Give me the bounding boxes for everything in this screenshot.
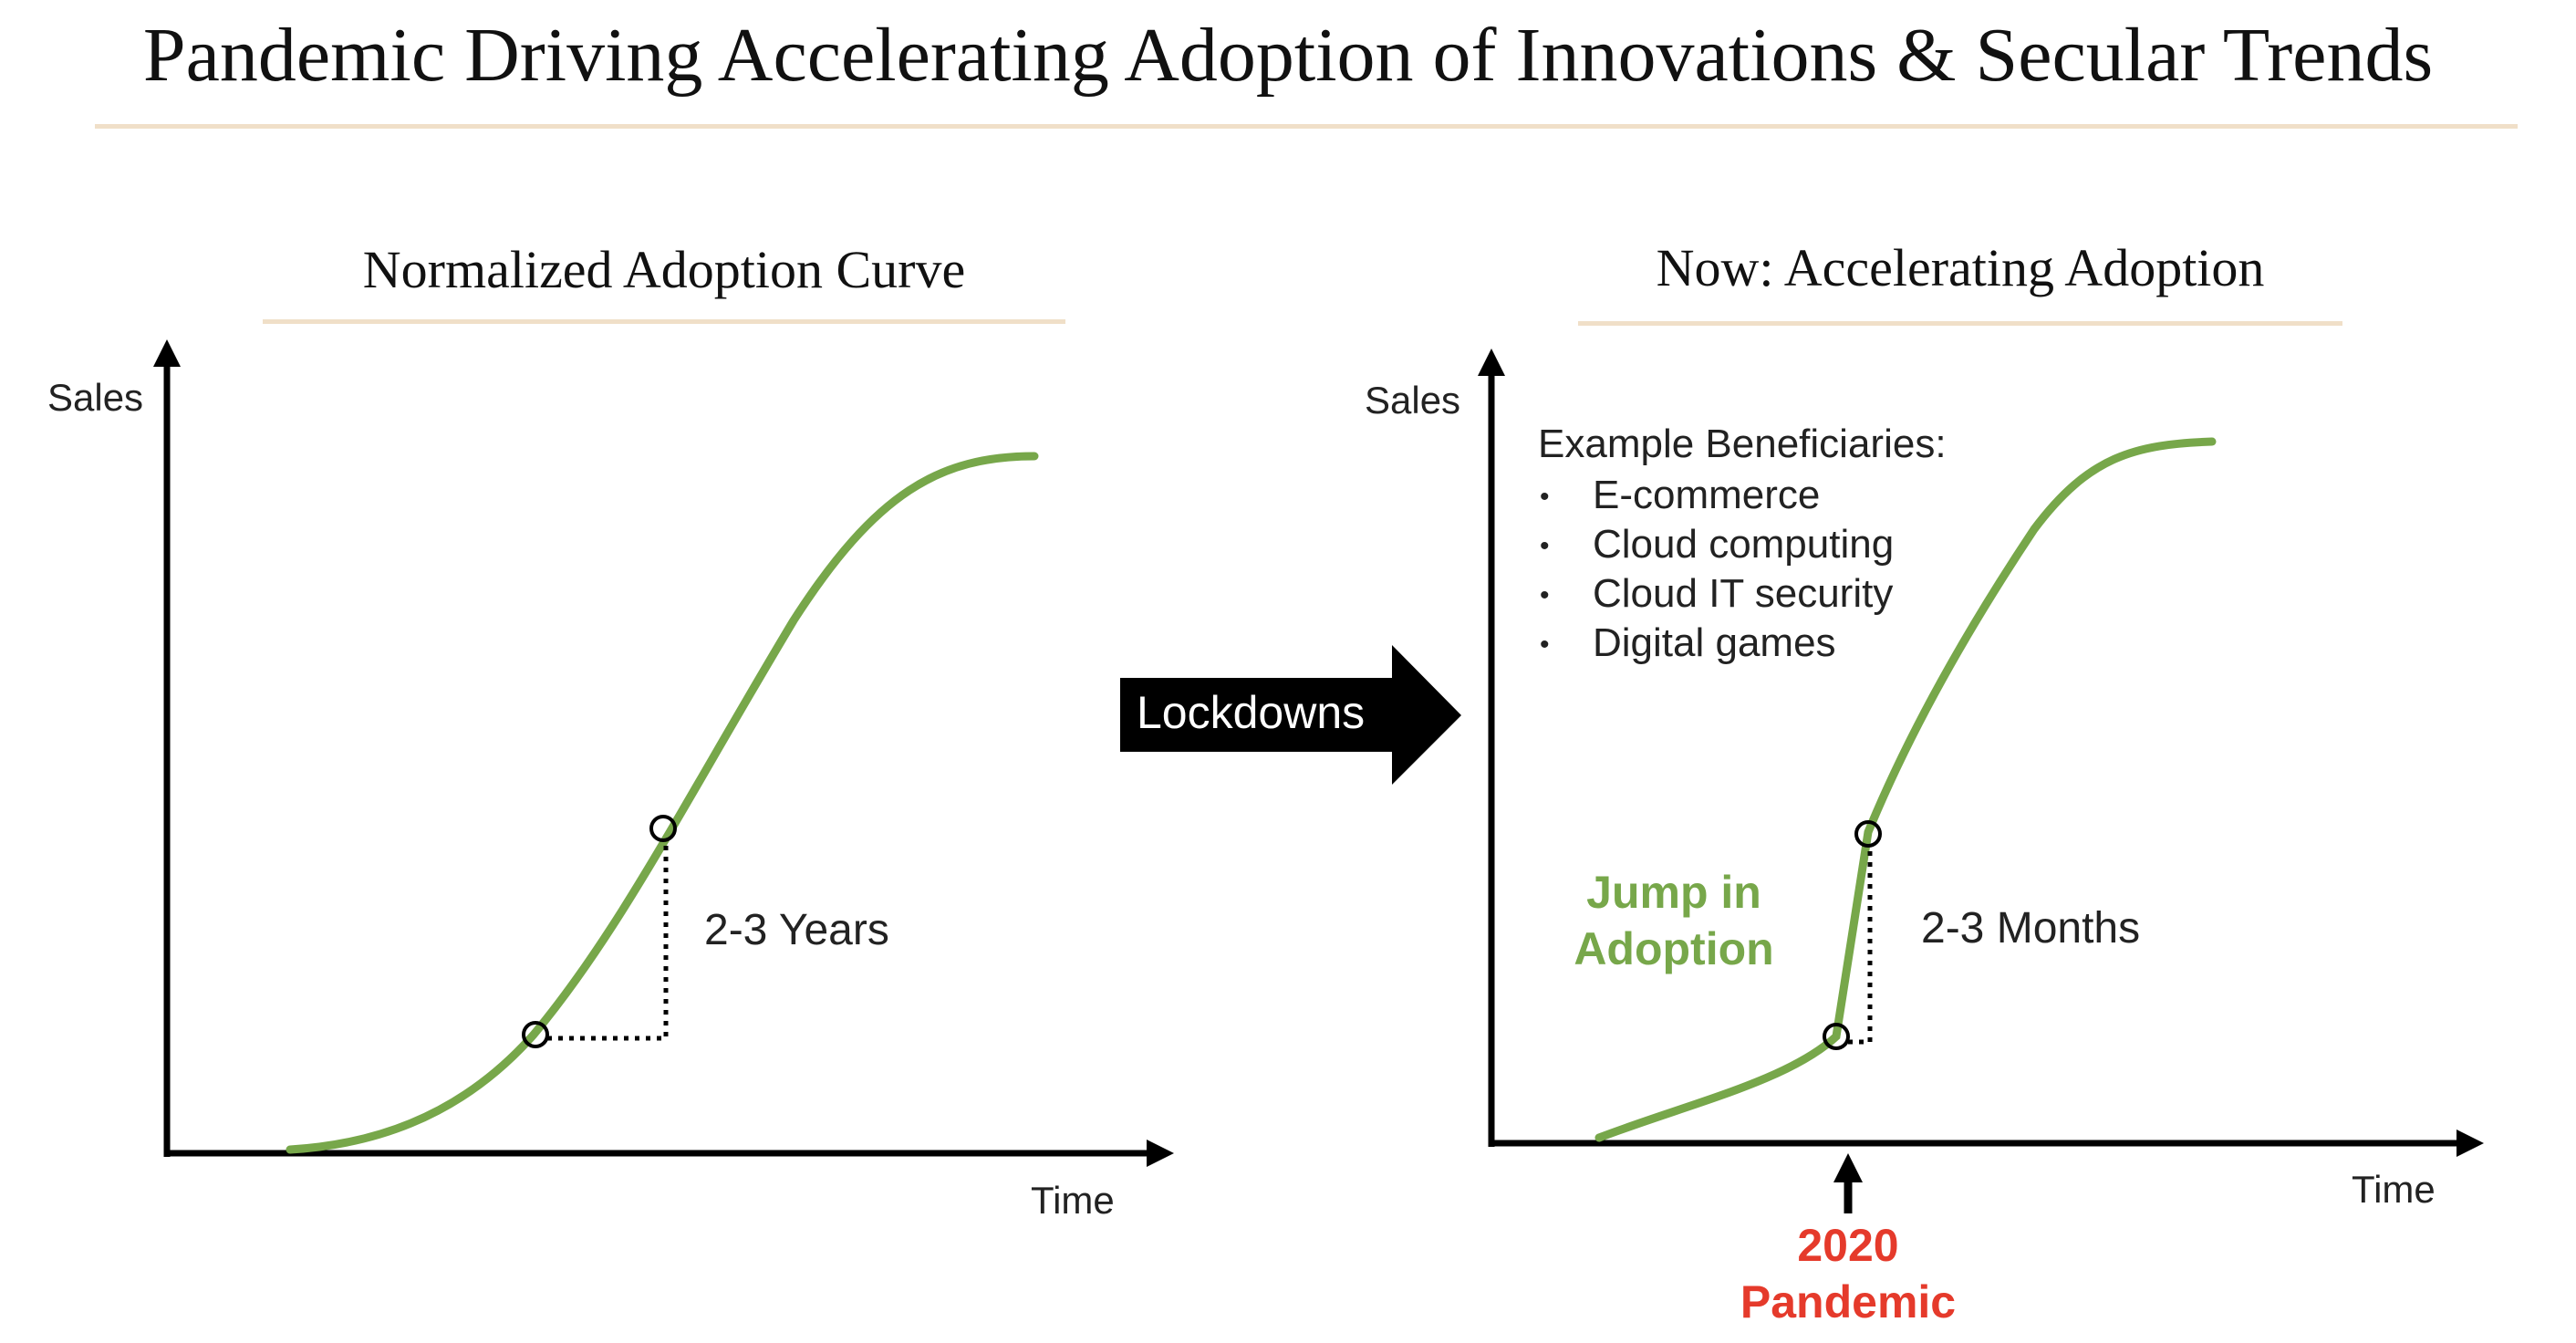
page-title: Pandemic Driving Accelerating Adoption o… — [142, 13, 2434, 98]
right-interval-label: 2-3 Months — [1921, 904, 2141, 953]
bullet-icon: • — [1540, 630, 1550, 661]
left-panel-title: Normalized Adoption Curve — [362, 240, 966, 299]
lockdowns-label: Lockdowns — [1137, 687, 1366, 738]
right-y-axis-label: Sales — [1365, 379, 1461, 422]
bullet-icon: • — [1540, 580, 1550, 611]
left-interval-label: 2-3 Years — [704, 906, 889, 954]
title-underline — [95, 124, 2518, 129]
left-start-marker — [522, 1021, 549, 1048]
right-axes — [1478, 349, 2484, 1157]
pandemic-event-label: 2020 Pandemic — [1740, 1220, 1957, 1327]
left-adoption-curve — [286, 452, 1039, 1154]
bullet-icon: • — [1540, 482, 1550, 513]
left-y-axis-label: Sales — [47, 376, 144, 419]
left-axes — [153, 339, 1174, 1167]
right-end-marker — [1854, 820, 1882, 848]
list-item: • E-commerce — [1534, 471, 1894, 520]
beneficiaries-list: • E-commerce • Cloud computing • Cloud IT s… — [1534, 471, 1894, 668]
left-panel-underline — [263, 319, 1065, 324]
jump-in-adoption-label: Jump in Adoption — [1574, 867, 1774, 974]
beneficiaries-title: Example Beneficiaries: — [1538, 422, 1947, 466]
right-panel-underline — [1578, 321, 2342, 326]
left-x-axis-label: Time — [1031, 1179, 1115, 1222]
bullet-icon: • — [1540, 531, 1550, 562]
right-interval-dotted — [1848, 844, 1873, 1045]
list-item: • Digital games — [1534, 619, 1894, 668]
right-x-axis-label: Time — [2352, 1168, 2436, 1211]
left-end-marker — [649, 815, 677, 842]
lockdowns-arrow — [1120, 645, 1461, 785]
right-start-marker — [1823, 1023, 1850, 1050]
list-item: • Cloud computing — [1534, 520, 1894, 569]
right-adoption-curve — [1594, 437, 2217, 1142]
event-arrow — [1833, 1153, 1863, 1213]
list-item: • Cloud IT security — [1534, 569, 1894, 619]
right-panel-title: Now: Accelerating Adoption — [1656, 238, 2265, 297]
